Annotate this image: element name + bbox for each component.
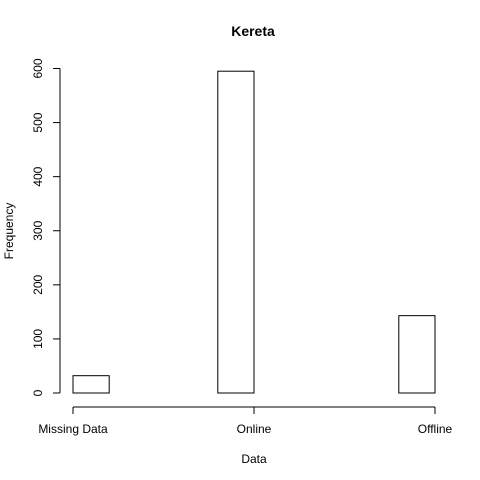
histogram-bar-9 (398, 315, 436, 394)
y-tick-label: 500 (31, 112, 45, 132)
y-axis-label: Frequency (2, 203, 16, 260)
histogram-bar-0 (72, 375, 110, 394)
histogram-bar-4 (217, 70, 255, 394)
y-tick-label: 600 (31, 58, 45, 78)
y-tick-label: 100 (31, 329, 45, 349)
y-tick-label: 400 (31, 166, 45, 186)
x-tick-label: Offline (418, 422, 453, 436)
x-axis: Missing Data Online Offline (38, 406, 453, 436)
bars-group (72, 70, 436, 394)
y-tick-label: 300 (31, 220, 45, 240)
x-tick-label: Online (237, 422, 272, 436)
x-axis-label: Data (241, 452, 267, 466)
y-axis: 0 100 200 300 400 500 600 (31, 58, 61, 396)
x-tick-label: Missing Data (38, 422, 108, 436)
y-tick-label: 200 (31, 275, 45, 295)
chart-title: Kereta (231, 23, 275, 39)
y-tick-label: 0 (31, 389, 45, 396)
